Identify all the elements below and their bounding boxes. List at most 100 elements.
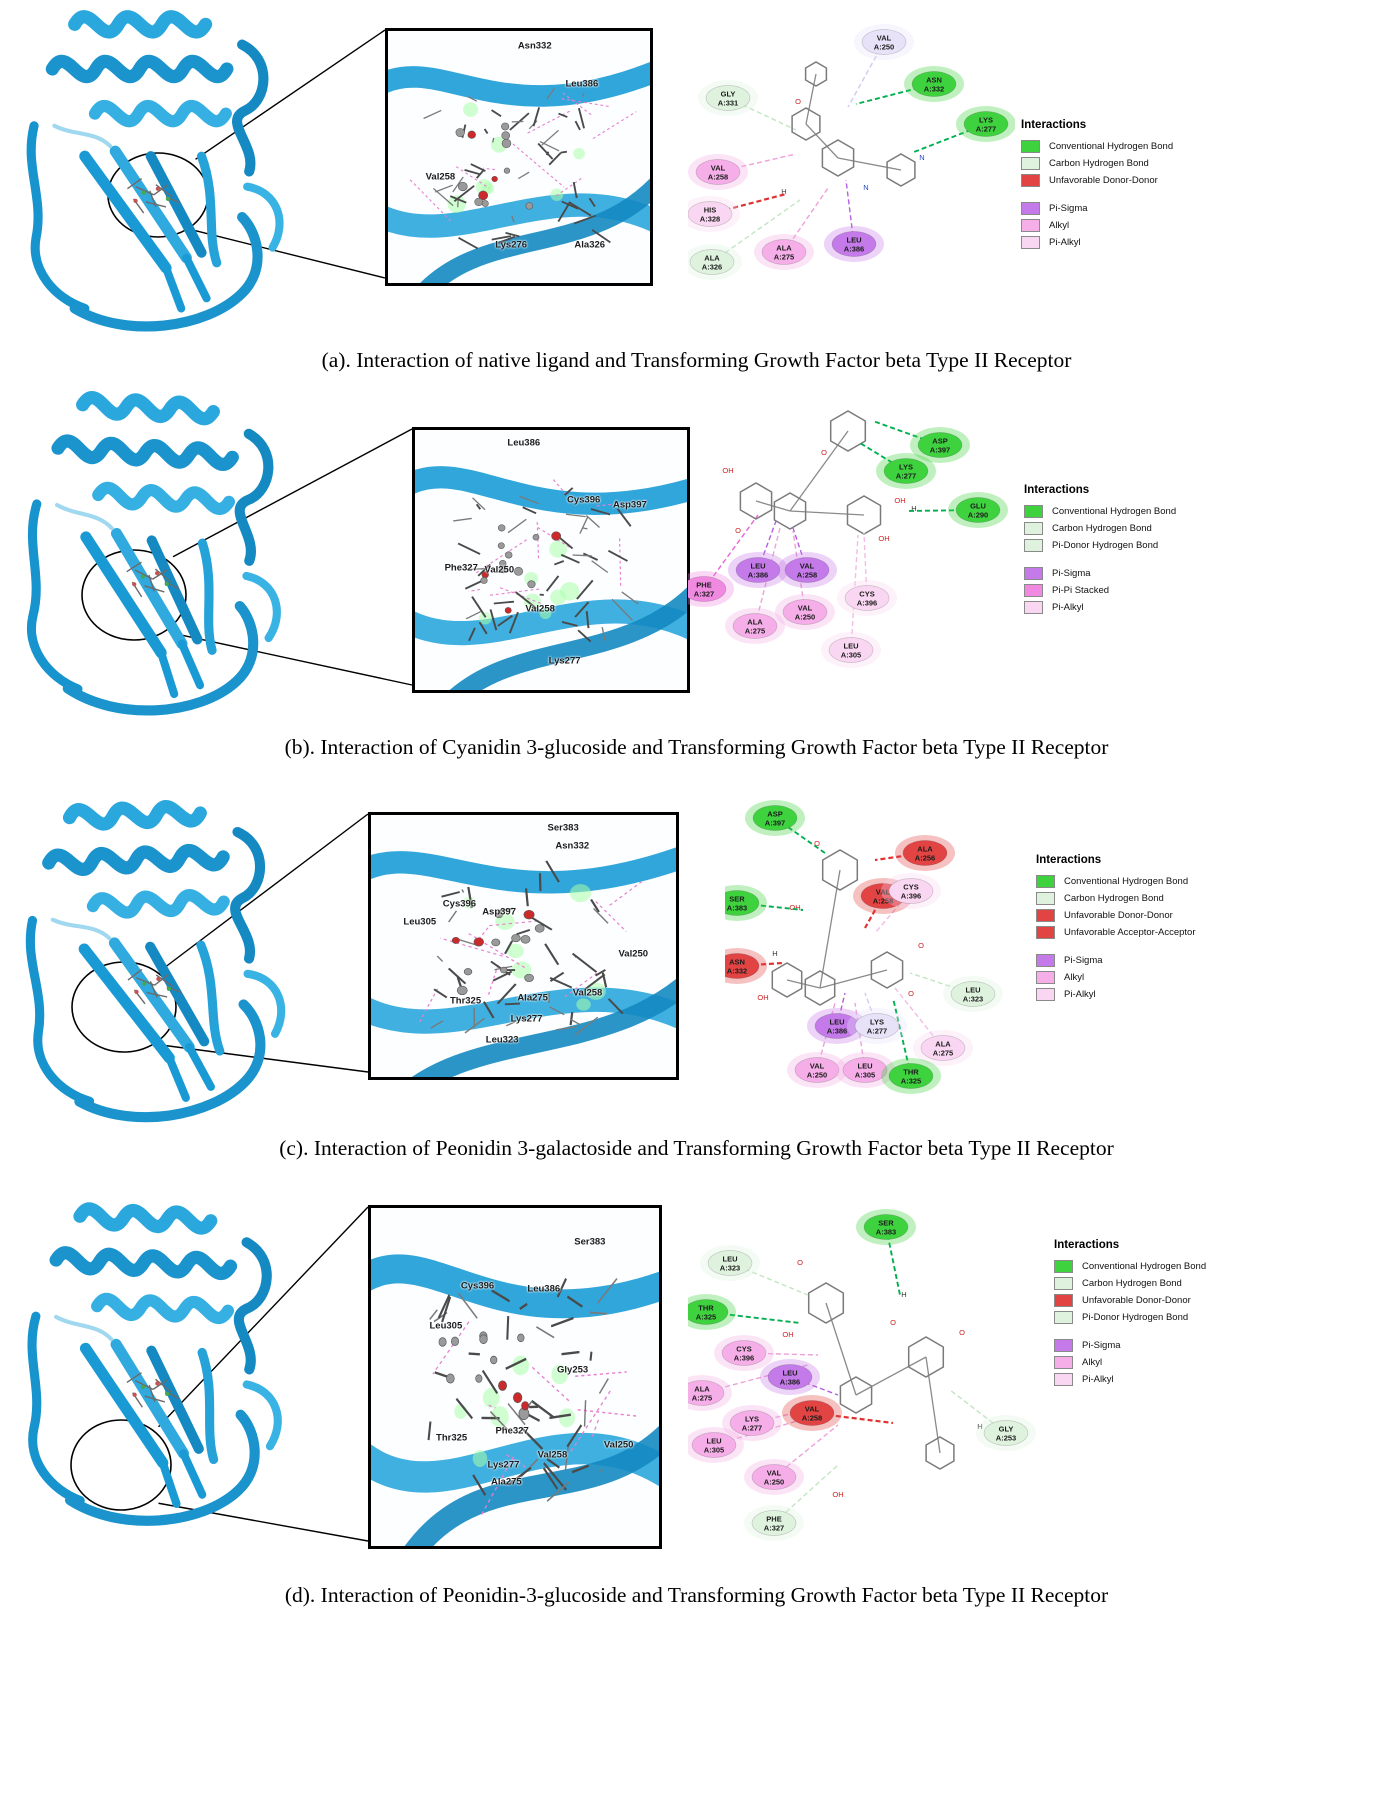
ribbon-fragment bbox=[420, 178, 650, 283]
residue-badge-ellipse bbox=[751, 1464, 797, 1490]
inset-dashed-contact bbox=[455, 166, 490, 189]
residue-badge-ellipse bbox=[705, 85, 751, 111]
inset-residue-label: Val258 bbox=[425, 171, 456, 183]
ligand-atom-label: OH bbox=[789, 903, 800, 912]
inset-residue-label: Gly253 bbox=[557, 1364, 589, 1376]
protein-ribbon-3d bbox=[6, 2, 326, 347]
legend-items: Conventional Hydrogen Bond Carbon Hydroge… bbox=[1036, 873, 1272, 1003]
interaction-halo bbox=[511, 961, 532, 979]
residue-stick bbox=[504, 940, 514, 955]
residue-stick bbox=[441, 1296, 452, 1323]
legend-item-label: Conventional Hydrogen Bond bbox=[1052, 506, 1177, 517]
residue-chain-number: A:275 bbox=[933, 1049, 953, 1058]
ligand-bond bbox=[805, 123, 839, 159]
residue-name: VAL bbox=[805, 1405, 820, 1414]
interaction-legend: Interactions Conventional Hydrogen Bond C… bbox=[1048, 1235, 1296, 1392]
residue-stick bbox=[491, 235, 512, 241]
residue-badge-ellipse bbox=[707, 1250, 753, 1276]
legend-item: Unfavorable Acceptor-Acceptor bbox=[1036, 924, 1272, 941]
interaction-line bbox=[864, 992, 878, 1027]
residue-name: VAL bbox=[711, 164, 726, 173]
residue-stick bbox=[564, 1445, 569, 1471]
residue-chain-number: A:323 bbox=[963, 995, 983, 1004]
residue-name: LEU bbox=[723, 1255, 738, 1264]
residue-badge-ellipse bbox=[911, 71, 957, 97]
residue-name: PHE bbox=[696, 581, 711, 590]
interaction-legend: Interactions Conventional Hydrogen Bond C… bbox=[1018, 480, 1266, 620]
ligand-atom-ball bbox=[497, 542, 505, 549]
residue-stick bbox=[573, 214, 597, 225]
residue-chain-number: A:386 bbox=[844, 245, 864, 254]
legend-item-label: Unfavorable Donor-Donor bbox=[1049, 175, 1158, 186]
legend-item-label: Pi-Alkyl bbox=[1052, 602, 1084, 613]
residue-stick bbox=[589, 1351, 593, 1361]
inset-residue-label: Ala326 bbox=[574, 239, 606, 251]
residue-stick bbox=[497, 235, 516, 244]
residue-chain-number: A:250 bbox=[795, 613, 815, 622]
legend-color-swatch bbox=[1054, 1294, 1073, 1307]
residue-stick bbox=[548, 152, 562, 166]
residue-stick bbox=[455, 1397, 474, 1420]
ligand-bond bbox=[925, 1356, 941, 1454]
legend-item: Carbon Hydrogen Bond bbox=[1024, 520, 1260, 537]
residue-name: VAL bbox=[876, 888, 891, 897]
ribbon-fragment bbox=[415, 466, 687, 515]
residue-name: GLY bbox=[721, 90, 736, 99]
inset-dashed-contact bbox=[512, 143, 565, 188]
residue-stick bbox=[560, 150, 568, 154]
inset-dashed-contact bbox=[482, 167, 496, 171]
residue-name: LEU bbox=[847, 236, 862, 245]
residue-stick bbox=[561, 1350, 580, 1356]
residue-stick bbox=[457, 1292, 478, 1319]
residue-stick bbox=[576, 579, 594, 600]
inset-residue-label: Asn332 bbox=[517, 40, 552, 52]
ligand-atom-label: OH bbox=[832, 1490, 843, 1499]
inset-residue-label: Ser383 bbox=[547, 822, 579, 834]
residue-stick bbox=[481, 1369, 499, 1395]
legend-item-label: Pi-Pi Stacked bbox=[1052, 585, 1110, 596]
legend-color-swatch bbox=[1024, 505, 1043, 518]
panel-caption: (d). Interaction of Peonidin-3-glucoside… bbox=[284, 1583, 1109, 1607]
inset-dashed-contact bbox=[564, 971, 600, 998]
legend-item-label: Conventional Hydrogen Bond bbox=[1049, 141, 1174, 152]
interaction-line bbox=[709, 192, 787, 216]
residue-chain-number: A:331 bbox=[718, 99, 738, 108]
residue-name: LEU bbox=[966, 986, 981, 995]
legend-item: Pi-Sigma bbox=[1024, 565, 1260, 582]
legend-color-swatch bbox=[1024, 522, 1043, 535]
ligand-ring bbox=[739, 482, 773, 520]
residue-stick bbox=[496, 983, 517, 1005]
protein-ribbon-use bbox=[31, 17, 279, 327]
legend-item-label: Unfavorable Donor-Donor bbox=[1064, 910, 1173, 921]
residue-stick bbox=[436, 955, 444, 962]
residue-name: LEU bbox=[844, 642, 859, 651]
legend-color-swatch bbox=[1021, 140, 1040, 153]
residue-stick bbox=[585, 515, 601, 528]
residue-stick bbox=[566, 1295, 583, 1308]
interaction-line bbox=[864, 895, 884, 929]
legend-item: Pi-Alkyl bbox=[1021, 234, 1257, 251]
residue-badge-ellipse bbox=[789, 1400, 835, 1426]
inset-dashed-contact bbox=[479, 1456, 515, 1518]
interaction-halo bbox=[475, 179, 493, 195]
binding-site-inset: Asn332 Leu386 Val258 Lys276 Ala326 bbox=[385, 28, 653, 286]
ligand-ring bbox=[807, 1282, 845, 1324]
residue-badge-ellipse bbox=[784, 557, 830, 583]
protein-ribbon-3d bbox=[6, 1197, 326, 1542]
legend-item: Pi-Alkyl bbox=[1054, 1371, 1290, 1388]
residue-stick bbox=[482, 1001, 495, 1019]
ligand-bond bbox=[819, 869, 841, 989]
residue-name: THR bbox=[903, 1068, 919, 1077]
inset-residue-label: Asn332 bbox=[555, 840, 590, 852]
ligand-ring bbox=[773, 492, 807, 530]
residue-stick bbox=[437, 1294, 451, 1319]
residue-chain-number: A:305 bbox=[855, 1071, 875, 1080]
